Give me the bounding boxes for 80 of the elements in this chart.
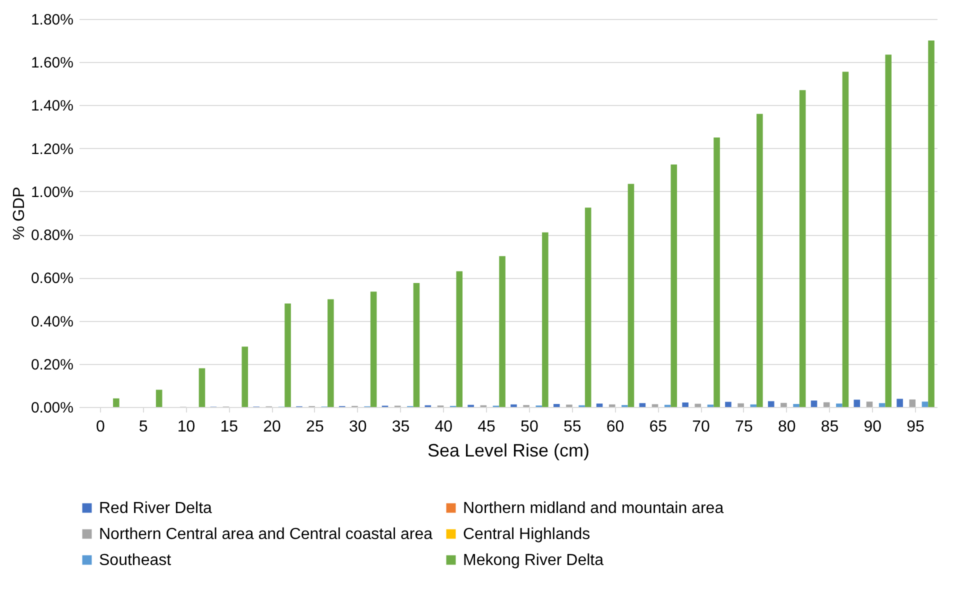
- x-tick-label: 25: [306, 418, 324, 436]
- x-tick-label: 75: [735, 418, 753, 436]
- bar: [413, 283, 420, 407]
- bar: [810, 400, 818, 407]
- y-tick-label: 1.40%: [30, 98, 74, 115]
- bar: [542, 232, 548, 407]
- bar: [836, 404, 842, 407]
- bar: [652, 404, 658, 407]
- bar: [842, 72, 849, 407]
- x-tick-label: 85: [820, 418, 839, 436]
- x-tick-label: 15: [220, 418, 238, 436]
- x-tick-label: 35: [392, 418, 410, 436]
- bar: [510, 404, 517, 407]
- x-tick-label: 95: [906, 418, 925, 436]
- x-tick-label: 40: [434, 418, 453, 436]
- bar: [198, 368, 206, 407]
- y-axis-title: % GDP: [10, 186, 28, 240]
- bar: [670, 164, 678, 407]
- x-tick-label: 0: [96, 418, 105, 436]
- y-tick-label: 0.20%: [30, 356, 74, 374]
- bar: [896, 398, 903, 407]
- y-tick-label: 1.60%: [30, 54, 74, 72]
- bar: [499, 256, 506, 407]
- bar: [854, 400, 860, 407]
- bar: [113, 398, 120, 407]
- y-tick-label: 1.80%: [30, 12, 74, 28]
- y-tick-label: 0.40%: [30, 313, 74, 330]
- legend-label: Northern Central area and Central coastal area: [99, 526, 433, 543]
- bar: [639, 403, 646, 407]
- bar: [909, 399, 916, 407]
- bar: [768, 401, 774, 407]
- bar: [866, 402, 873, 407]
- bar: [738, 403, 744, 407]
- legend-label: Northern midland and mountain area: [463, 500, 724, 517]
- bar: [750, 404, 757, 407]
- bar: [780, 402, 787, 407]
- bar: [885, 54, 892, 407]
- legend-label: Southeast: [99, 552, 172, 569]
- x-tick-label: 30: [348, 418, 367, 436]
- x-axis-title: Sea Level Rise (cm): [427, 440, 590, 460]
- bar: [242, 346, 248, 407]
- x-tick-label: 60: [606, 418, 624, 436]
- bar: [756, 114, 763, 407]
- legend-label: Mekong River Delta: [463, 552, 604, 569]
- bar: [628, 184, 634, 407]
- y-tick-label: 0.80%: [30, 227, 74, 244]
- bar: [878, 403, 886, 407]
- bar: [284, 304, 291, 407]
- bar: [370, 292, 377, 407]
- x-tick-label: 20: [263, 418, 282, 436]
- x-tick-label: 70: [692, 418, 710, 436]
- bar: [156, 390, 162, 407]
- bar: [714, 138, 720, 407]
- x-tick-label: 55: [563, 418, 582, 436]
- y-tick-label: 1.20%: [30, 140, 74, 158]
- legend-label: Central Highlands: [463, 526, 590, 543]
- x-tick-label: 45: [478, 418, 496, 436]
- bar: [725, 402, 732, 407]
- x-tick-label: 65: [649, 418, 668, 436]
- bar: [823, 402, 830, 407]
- bar: [922, 402, 928, 407]
- bar: [596, 404, 603, 407]
- x-tick-label: 50: [520, 418, 538, 436]
- bar: [799, 90, 806, 407]
- legend-label: Red River Delta: [99, 500, 212, 517]
- y-tick-label: 0.60%: [30, 270, 74, 288]
- bar: [328, 299, 334, 407]
- x-tick-label: 10: [177, 418, 196, 436]
- x-tick-label: 80: [778, 418, 796, 436]
- x-tick-label: 5: [138, 418, 148, 436]
- y-tick-label: 1.00%: [30, 184, 74, 201]
- y-tick-label: 0.00%: [30, 400, 74, 416]
- bar: [793, 404, 800, 407]
- bar: [456, 271, 463, 407]
- bar: [584, 208, 592, 407]
- x-tick-label: 90: [864, 418, 882, 436]
- bar: [553, 404, 560, 407]
- bar: [928, 40, 934, 407]
- bar: [682, 402, 688, 407]
- bar: [608, 404, 616, 407]
